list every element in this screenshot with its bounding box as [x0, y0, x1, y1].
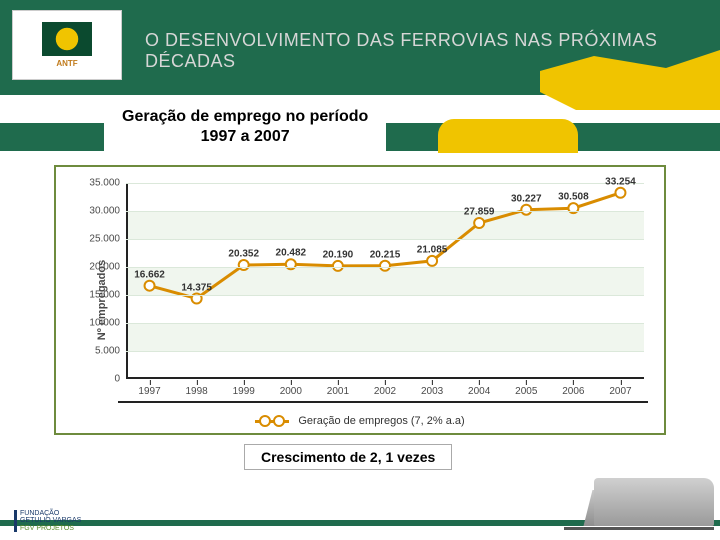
y-tick-label: 15.000 [86, 290, 120, 301]
chart-container: Nº empregados 19971998199920002001200220… [54, 165, 666, 435]
point-label: 20.190 [323, 249, 354, 260]
point-label: 20.215 [370, 249, 401, 260]
footer-logo-l3: FGV PROJETOS [20, 525, 81, 532]
point-label: 33.254 [605, 176, 636, 187]
y-tick-label: 10.000 [86, 318, 120, 329]
point-label: 14.375 [181, 282, 212, 293]
point-label: 20.482 [276, 248, 307, 259]
x-tick-label: 2006 [562, 386, 584, 397]
title-bar-accent [438, 119, 578, 153]
legend-divider [118, 401, 648, 403]
x-tick-label: 2005 [515, 386, 537, 397]
chart-line-series [126, 183, 644, 379]
x-tick-label: 1999 [233, 386, 255, 397]
chart-legend: Geração de empregos (7, 2% a.a) [56, 415, 664, 427]
x-tick-label: 2000 [280, 386, 302, 397]
y-tick-label: 20.000 [86, 262, 120, 273]
slide-header: ANTF O DESENVOLVIMENTO DAS FERROVIAS NAS… [0, 0, 720, 95]
title-bar: Geração de emprego no período 1997 a 200… [0, 105, 720, 157]
legend-text: Geração de empregos (7, 2% a.a) [298, 415, 464, 427]
x-tick-label: 2002 [374, 386, 396, 397]
antf-label: ANTF [56, 59, 77, 68]
slide-title: Geração de emprego no período 1997 a 200… [104, 105, 386, 151]
legend-swatch-icon [255, 420, 289, 423]
y-tick-label: 35.000 [86, 178, 120, 189]
x-tick-label: 2001 [327, 386, 349, 397]
x-tick-label: 1997 [138, 386, 160, 397]
point-label: 30.227 [511, 193, 542, 204]
y-tick-label: 25.000 [86, 234, 120, 245]
footer-logo-l1: FUNDAÇÃO [20, 510, 81, 517]
footer-logo-l2: GETULIO VARGAS [20, 517, 81, 524]
train-icon [564, 456, 714, 536]
slide-title-line1: Geração de emprego no período [122, 107, 368, 127]
x-tick-label: 1998 [186, 386, 208, 397]
growth-callout: Crescimento de 2, 1 vezes [244, 444, 452, 470]
point-label: 30.508 [558, 192, 589, 203]
x-tick-label: 2003 [421, 386, 443, 397]
point-label: 16.662 [134, 269, 165, 280]
brasil-trilhos-icon [42, 22, 92, 56]
footer-logo: FUNDAÇÃO GETULIO VARGAS FGV PROJETOS [14, 510, 81, 532]
point-label: 20.352 [228, 249, 259, 260]
x-tick-label: 2007 [609, 386, 631, 397]
point-label: 21.085 [417, 244, 448, 255]
point-label: 27.859 [464, 206, 495, 217]
y-tick-label: 0 [86, 374, 120, 385]
y-tick-label: 30.000 [86, 206, 120, 217]
event-logo: ANTF [12, 10, 122, 80]
x-tick-label: 2004 [468, 386, 490, 397]
chart-plot-area: 1997199819992000200120022003200420052006… [126, 183, 644, 379]
slide-title-line2: 1997 a 2007 [122, 127, 368, 147]
y-tick-label: 5.000 [86, 346, 120, 357]
